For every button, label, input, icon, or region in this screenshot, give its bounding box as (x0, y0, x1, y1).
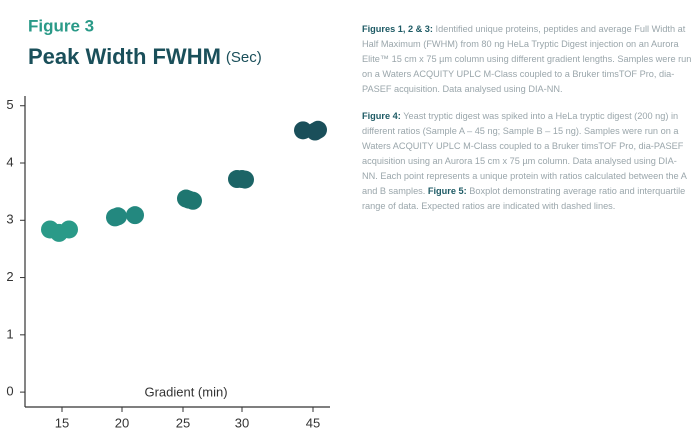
x-axis-label: Gradient (min) (144, 384, 227, 399)
caption-body: Yeast tryptic digest was spiked into a H… (362, 111, 687, 196)
y-tick-label: 3 (6, 212, 13, 227)
y-tick-label: 0 (6, 384, 13, 399)
x-tick-label: 25 (176, 415, 190, 430)
caption-paragraph: Figure 4: Yeast tryptic digest was spike… (362, 109, 692, 214)
caption-heading: Figures 1, 2 & 3: (362, 24, 433, 34)
y-tick-label: 2 (6, 269, 13, 284)
x-tick-label: 20 (115, 415, 129, 430)
data-point (109, 207, 127, 226)
chart: Figure 3 Peak Width FWHM (Sec) Gradient (… (6, 16, 330, 430)
data-point (180, 190, 198, 209)
figure-label: Figure 3 (28, 16, 94, 35)
y-tick-label: 5 (6, 97, 13, 112)
x-tick-label: 45 (306, 415, 320, 430)
data-point (126, 206, 144, 225)
y-tick-label: 4 (6, 154, 13, 169)
x-tick-label: 15 (55, 415, 69, 430)
caption-paragraph: Figures 1, 2 & 3: Identified unique prot… (362, 22, 692, 97)
title-main: Peak Width FWHM (28, 44, 221, 69)
chart-title: Peak Width FWHM (Sec) (28, 44, 262, 69)
data-point (233, 170, 251, 189)
caption-body: Identified unique proteins, peptides and… (362, 24, 692, 94)
x-tick-label: 30 (235, 415, 249, 430)
data-point (60, 220, 78, 239)
caption-text: Figures 1, 2 & 3: Identified unique prot… (362, 22, 692, 226)
y-tick-label: 1 (6, 326, 13, 341)
caption-heading: Figure 4: (362, 111, 401, 121)
data-point (309, 120, 327, 139)
caption-body: Boxplot demonstrating average ratio and … (362, 186, 686, 211)
caption-heading: Figure 5: (427, 186, 467, 196)
title-unit: (Sec) (226, 49, 262, 66)
